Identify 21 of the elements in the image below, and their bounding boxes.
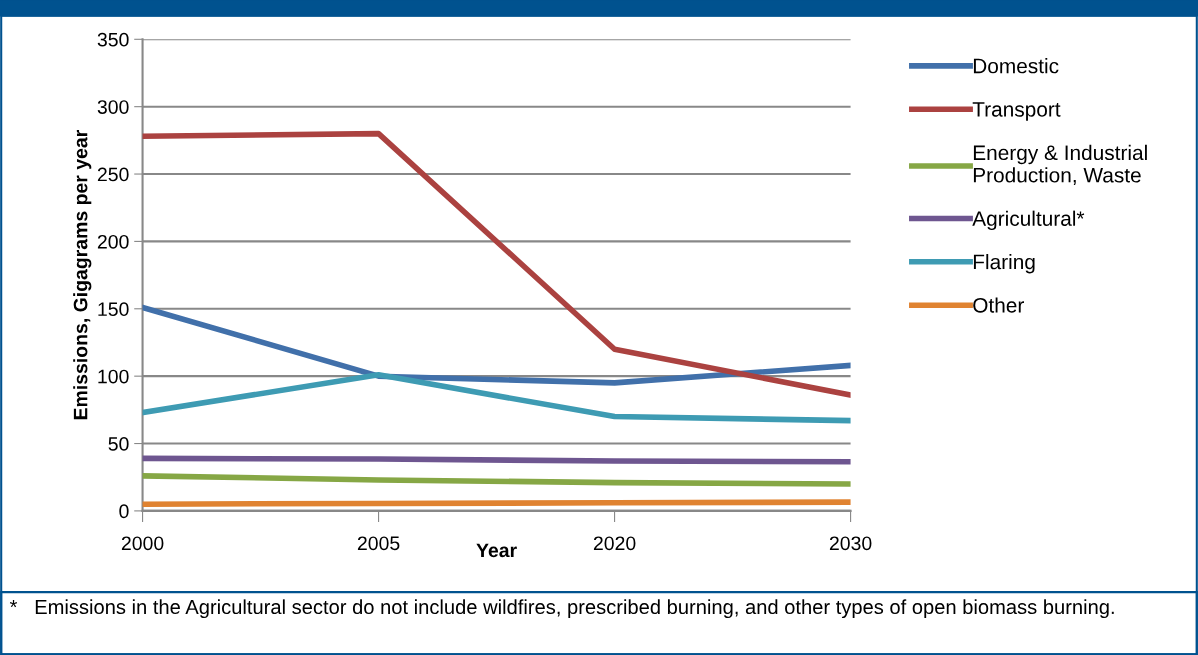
y-tick-label: 100 <box>98 369 129 384</box>
legend-label: Energy & Industrial Production, Waste <box>973 144 1147 186</box>
x-axis-title: Year <box>476 543 517 558</box>
y-axis-title: Emissions, Gigagrams per year <box>73 130 92 420</box>
x-tick-label: 2000 <box>121 536 164 551</box>
y-tick-label: 0 <box>119 504 129 519</box>
legend-label: Flaring <box>973 254 1035 274</box>
text: * Emissions in the Agricultural sector do not include wildfires, prescribed burning, and other types of open biomass burning. <box>9 599 1114 619</box>
y-tick-label: 300 <box>97 100 129 114</box>
legend-label: Transport <box>972 102 1061 121</box>
x-tick-label: 2005 <box>357 536 400 551</box>
legend-label: Agricultural* <box>972 210 1085 231</box>
y-tick-label: 200 <box>97 234 129 249</box>
x-tick-label: 2020 <box>593 536 636 551</box>
legend-label: Other <box>973 297 1024 313</box>
y-tick-label: 250 <box>97 167 129 182</box>
legend-label: Domestic <box>973 58 1059 74</box>
x-tick-label: 2030 <box>829 536 872 551</box>
y-tick-label: 50 <box>108 437 129 451</box>
y-tick-label: 150 <box>98 302 129 317</box>
y-tick-label: 350 <box>97 32 129 47</box>
